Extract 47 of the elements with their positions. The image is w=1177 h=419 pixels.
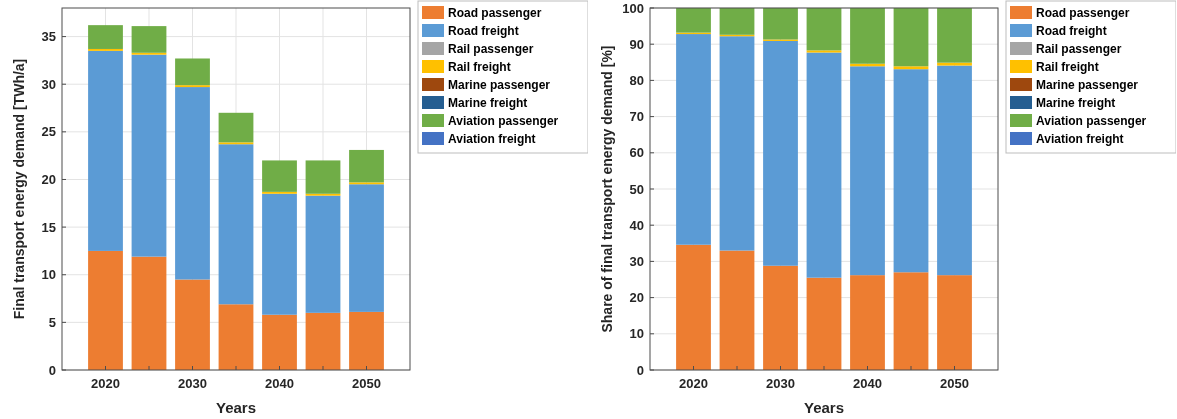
x-tick-label: 2030 [178, 376, 207, 391]
legend-label: Marine passenger [448, 78, 551, 93]
y-tick-label: 80 [629, 72, 644, 88]
y-axis-title: Final transport energy demand [TWh/a] [11, 58, 27, 320]
legend-label: Rail passenger [1036, 42, 1122, 57]
y-tick-label: 25 [41, 124, 56, 140]
legend-label: Aviation freight [448, 132, 536, 147]
legend-label: Road passenger [1036, 6, 1130, 21]
legend-label: Marine freight [448, 96, 528, 111]
legend-label: Road passenger [448, 6, 542, 21]
y-tick-label: 0 [636, 362, 644, 378]
y-tick-label: 10 [629, 326, 644, 342]
y-tick-label: 10 [41, 267, 56, 283]
y-tick-label: 40 [629, 217, 644, 233]
x-tick-label: 2030 [766, 376, 795, 391]
legend-label: Road freight [448, 24, 519, 39]
y-tick-label: 0 [48, 362, 56, 378]
legend-label: Aviation passenger [1036, 114, 1147, 129]
x-tick-label: 2050 [940, 376, 969, 391]
x-axis-title: Years [803, 399, 845, 416]
y-tick-label: 35 [41, 29, 56, 45]
legend-label: Rail passenger [448, 42, 534, 57]
y-tick-label: 60 [629, 145, 644, 161]
x-tick-label: 2020 [91, 376, 120, 391]
legend-label: Aviation passenger [448, 114, 559, 129]
y-tick-label: 15 [41, 219, 56, 235]
y-tick-label: 5 [48, 314, 56, 330]
y-tick-label: 20 [41, 172, 56, 188]
y-axis-title: Share of final transport energy demand [%] [599, 45, 615, 333]
y-tick-label: 70 [629, 109, 644, 125]
legend-label: Rail freight [448, 60, 511, 75]
x-tick-label: 2050 [352, 376, 381, 391]
legend-label: Road freight [1036, 24, 1107, 39]
legend-label: Marine passenger [1036, 78, 1139, 93]
y-tick-label: 50 [629, 181, 644, 197]
legend-label: Rail freight [1036, 60, 1099, 75]
y-tick-label: 30 [629, 253, 644, 269]
legend-label: Aviation freight [1036, 132, 1124, 147]
y-tick-label: 100 [622, 0, 644, 16]
x-axis-title: Years [215, 399, 257, 416]
y-tick-label: 30 [41, 76, 56, 92]
legend-label: Marine freight [1036, 96, 1116, 111]
y-tick-label: 90 [629, 36, 644, 52]
y-tick-label: 20 [629, 290, 644, 306]
x-tick-label: 2040 [853, 376, 882, 391]
x-tick-label: 2040 [265, 376, 294, 391]
x-tick-label: 2020 [679, 376, 708, 391]
